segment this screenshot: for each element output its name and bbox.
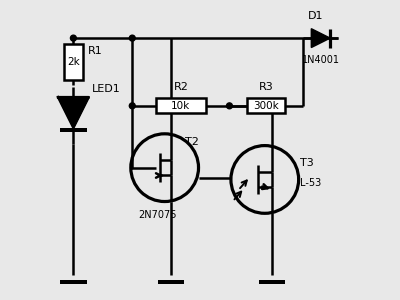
Bar [259,280,286,284]
Polygon shape [58,97,89,128]
Text: LED1: LED1 [92,84,120,94]
Bar [60,128,87,132]
FancyBboxPatch shape [64,44,83,80]
FancyBboxPatch shape [156,98,206,113]
Polygon shape [311,29,330,47]
Text: T2: T2 [185,137,199,147]
Circle shape [129,35,135,41]
Text: 2k: 2k [67,57,80,67]
Text: R2: R2 [174,82,188,92]
Text: D1: D1 [308,11,324,21]
Bar [158,280,184,284]
Bar [60,280,87,284]
Text: 1N4001: 1N4001 [302,55,340,65]
Circle shape [70,35,76,41]
Circle shape [129,103,135,109]
Text: R3: R3 [259,82,274,92]
Circle shape [226,103,232,109]
FancyBboxPatch shape [247,98,285,113]
Text: 2N7075: 2N7075 [139,210,177,220]
Text: 10k: 10k [171,101,190,111]
Text: T3: T3 [300,158,314,167]
Text: R1: R1 [87,46,102,56]
Text: 300k: 300k [253,101,279,111]
Text: L-53: L-53 [300,178,321,188]
